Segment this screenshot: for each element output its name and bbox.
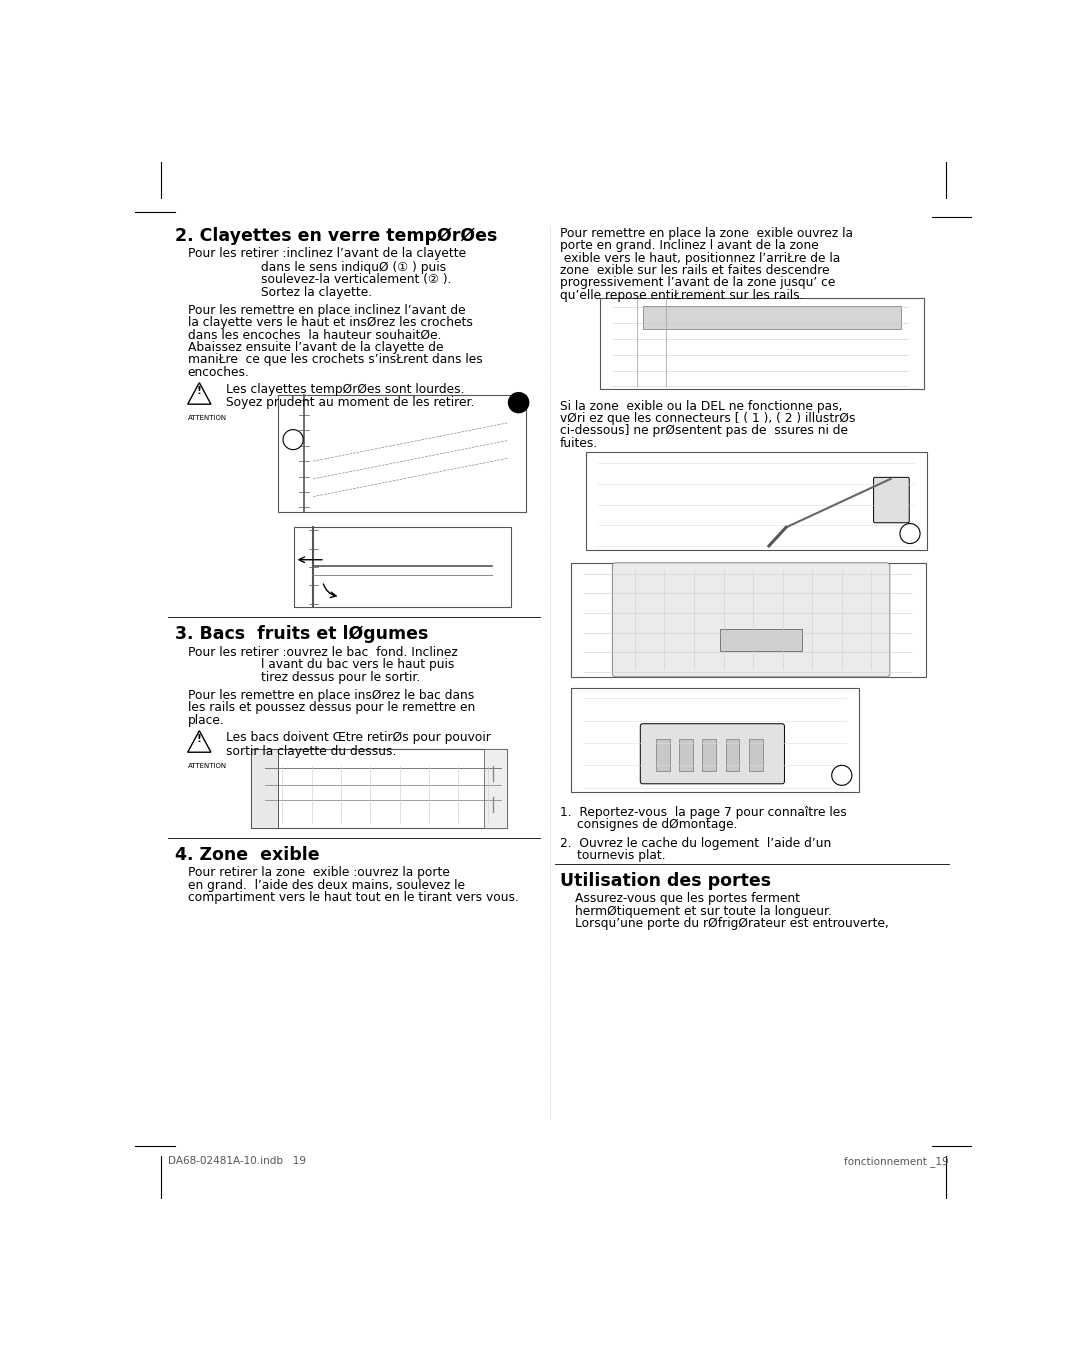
Text: 4. Zone  exible: 4. Zone exible xyxy=(175,846,320,865)
Text: hermØtiquement et sur toute la longueur.: hermØtiquement et sur toute la longueur. xyxy=(576,905,832,917)
FancyBboxPatch shape xyxy=(874,477,909,523)
Text: Sortez la clayette.: Sortez la clayette. xyxy=(261,286,373,299)
FancyBboxPatch shape xyxy=(656,740,670,772)
Text: Pour les retirer :ouvrez le bac  fond. Inclinez: Pour les retirer :ouvrez le bac fond. In… xyxy=(188,647,458,659)
FancyBboxPatch shape xyxy=(748,740,762,772)
Text: fonctionnement _19: fonctionnement _19 xyxy=(845,1157,948,1168)
Circle shape xyxy=(509,392,529,412)
Text: ci-dessous] ne prØsentent pas de  ssures ni de: ci-dessous] ne prØsentent pas de ssures … xyxy=(559,424,848,438)
Text: 1: 1 xyxy=(839,766,845,776)
Text: compartiment vers le haut tout en le tirant vers vous.: compartiment vers le haut tout en le tir… xyxy=(188,890,518,904)
Circle shape xyxy=(832,765,852,785)
Text: vØri ez que les connecteurs [ ( 1 ), ( 2 ) illustrØs: vØri ez que les connecteurs [ ( 1 ), ( 2… xyxy=(559,412,855,424)
Circle shape xyxy=(900,524,920,544)
Text: tournevis plat.: tournevis plat. xyxy=(577,849,665,862)
Text: 1.  Reportez-vous  la page 7 pour connaître les: 1. Reportez-vous la page 7 pour connaîtr… xyxy=(559,806,847,819)
Circle shape xyxy=(283,430,303,450)
Text: 2. Clayettes en verre tempØrØes: 2. Clayettes en verre tempØrØes xyxy=(175,228,498,245)
FancyBboxPatch shape xyxy=(570,563,926,676)
FancyBboxPatch shape xyxy=(484,749,507,827)
Text: fuites.: fuites. xyxy=(559,436,598,450)
FancyBboxPatch shape xyxy=(586,453,927,551)
FancyBboxPatch shape xyxy=(726,740,740,772)
FancyBboxPatch shape xyxy=(570,688,859,792)
Text: soulevez-la verticalement (② ).: soulevez-la verticalement (② ). xyxy=(261,273,451,287)
Text: encoches.: encoches. xyxy=(188,365,249,379)
Polygon shape xyxy=(643,306,901,329)
Text: en grand.  l’aide des deux mains, soulevez le: en grand. l’aide des deux mains, souleve… xyxy=(188,878,464,892)
Text: 3. Bacs  fruits et lØgumes: 3. Bacs fruits et lØgumes xyxy=(175,625,429,643)
Text: Assurez-vous que les portes ferment: Assurez-vous que les portes ferment xyxy=(576,892,800,905)
Text: Abaissez ensuite l’avant de la clayette de: Abaissez ensuite l’avant de la clayette … xyxy=(188,341,443,354)
FancyBboxPatch shape xyxy=(640,723,784,784)
Text: progressivement l’avant de la zone jusqu’ ce: progressivement l’avant de la zone jusqu… xyxy=(559,276,835,290)
Text: maniŁre  ce que les crochets s’insŁrent dans les: maniŁre ce que les crochets s’insŁrent d… xyxy=(188,353,483,366)
Text: les rails et poussez dessus pour le remettre en: les rails et poussez dessus pour le reme… xyxy=(188,702,475,714)
Text: Les clayettes tempØrØes sont lourdes.: Les clayettes tempØrØes sont lourdes. xyxy=(227,383,465,396)
Text: 2: 2 xyxy=(907,525,913,535)
Text: zone  exible sur les rails et faites descendre: zone exible sur les rails et faites desc… xyxy=(559,264,829,277)
Text: place.: place. xyxy=(188,714,225,727)
Text: Lorsqu’une porte du rØfrigØrateur est entrouverte,: Lorsqu’une porte du rØfrigØrateur est en… xyxy=(576,917,889,929)
Text: 1: 1 xyxy=(516,395,522,403)
Text: la clayette vers le haut et insØrez les crochets: la clayette vers le haut et insØrez les … xyxy=(188,317,473,330)
Text: sortir la clayette du dessus.: sortir la clayette du dessus. xyxy=(227,745,396,757)
Text: porte en grand. Inclinez l avant de la zone: porte en grand. Inclinez l avant de la z… xyxy=(559,240,819,252)
Text: !: ! xyxy=(197,385,202,396)
Text: 2: 2 xyxy=(291,431,296,440)
Text: Soyez prudent au moment de les retirer.: Soyez prudent au moment de les retirer. xyxy=(227,396,475,409)
FancyBboxPatch shape xyxy=(294,527,511,607)
Text: consignes de dØmontage.: consignes de dØmontage. xyxy=(577,819,738,831)
Text: qu’elle repose entiŁrement sur les rails.: qu’elle repose entiŁrement sur les rails… xyxy=(559,288,804,302)
Text: Pour les remettre en place insØrez le bac dans: Pour les remettre en place insØrez le ba… xyxy=(188,690,474,702)
Text: Si la zone  exible ou la DEL ne fonctionne pas,: Si la zone exible ou la DEL ne fonctionn… xyxy=(559,400,842,412)
Text: Utilisation des portes: Utilisation des portes xyxy=(559,872,771,889)
FancyBboxPatch shape xyxy=(720,629,801,651)
Text: Les bacs doivent Œtre retirØs pour pouvoir: Les bacs doivent Œtre retirØs pour pouvo… xyxy=(227,730,491,744)
Text: tirez dessus pour le sortir.: tirez dessus pour le sortir. xyxy=(261,671,420,684)
FancyBboxPatch shape xyxy=(612,563,890,676)
Text: dans le sens indiquØ (① ) puis: dans le sens indiquØ (① ) puis xyxy=(261,261,446,273)
FancyBboxPatch shape xyxy=(679,740,693,772)
FancyBboxPatch shape xyxy=(252,749,279,827)
FancyBboxPatch shape xyxy=(252,749,507,827)
FancyBboxPatch shape xyxy=(279,395,526,512)
Text: DA68-02481A-10.indb   19: DA68-02481A-10.indb 19 xyxy=(167,1157,306,1167)
FancyBboxPatch shape xyxy=(600,298,924,389)
Text: exible vers le haut, positionnez l’arriŁre de la: exible vers le haut, positionnez l’arriŁ… xyxy=(559,252,840,265)
Text: Pour les remettre en place inclinez l’avant de: Pour les remettre en place inclinez l’av… xyxy=(188,304,465,317)
Text: 2.  Ouvrez le cache du logement  l’aide d’un: 2. Ouvrez le cache du logement l’aide d’… xyxy=(559,836,831,850)
Text: dans les encoches  la hauteur souhaitØe.: dans les encoches la hauteur souhaitØe. xyxy=(188,329,442,342)
Text: !: ! xyxy=(197,734,202,744)
Text: Pour remettre en place la zone  exible ouvrez la: Pour remettre en place la zone exible ou… xyxy=(559,228,853,240)
Text: Pour les retirer :inclinez l’avant de la clayette: Pour les retirer :inclinez l’avant de la… xyxy=(188,247,465,260)
Text: Pour retirer la zone  exible :ouvrez la porte: Pour retirer la zone exible :ouvrez la p… xyxy=(188,866,449,880)
Text: ATTENTION: ATTENTION xyxy=(188,762,227,769)
FancyBboxPatch shape xyxy=(702,740,716,772)
Text: ATTENTION: ATTENTION xyxy=(188,415,227,422)
Text: l avant du bac vers le haut puis: l avant du bac vers le haut puis xyxy=(261,659,455,671)
